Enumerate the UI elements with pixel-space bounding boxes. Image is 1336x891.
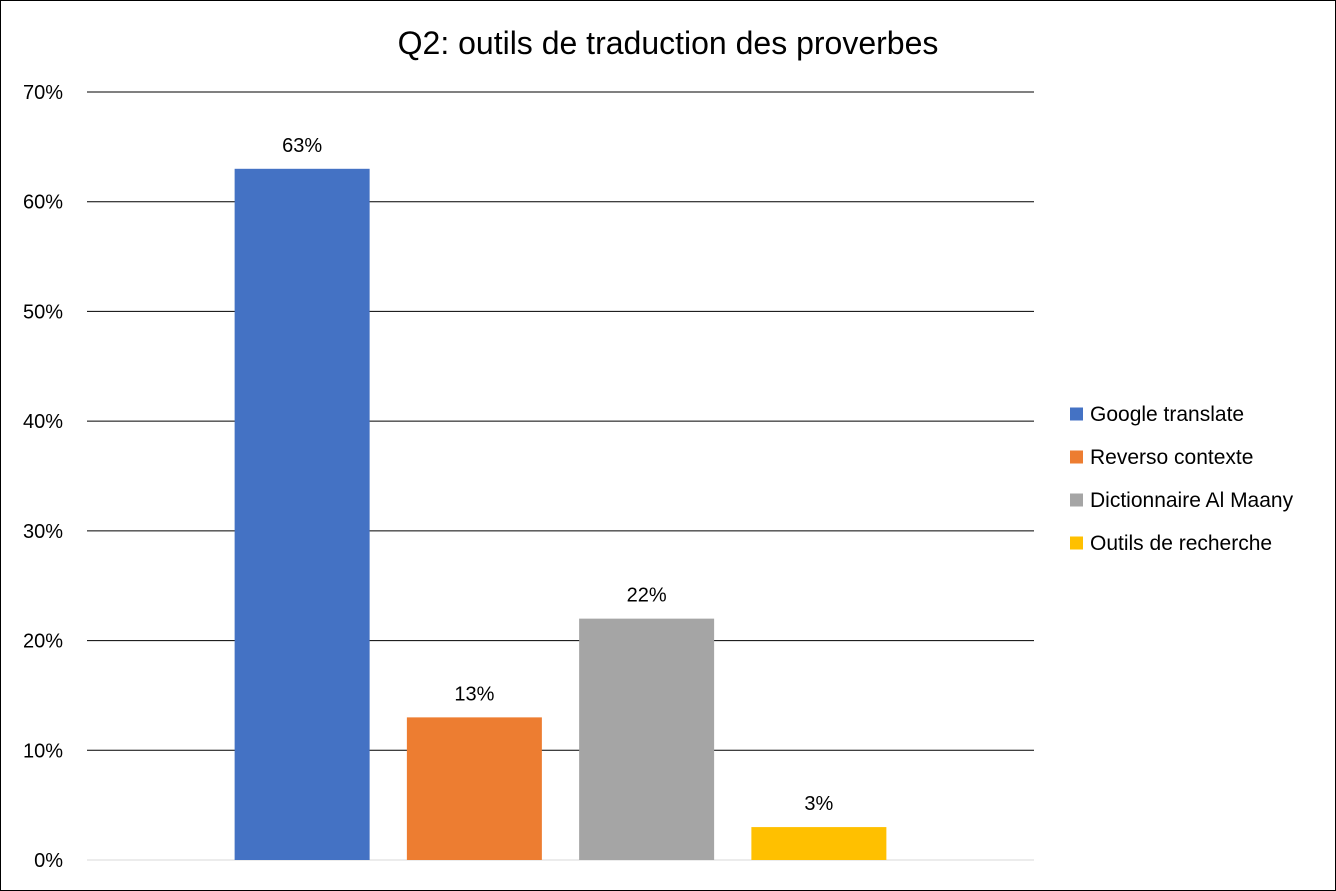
y-tick-label: 10%: [23, 740, 63, 762]
y-tick-label: 40%: [23, 411, 63, 433]
data-label: 22%: [627, 585, 667, 607]
y-tick-label: 70%: [23, 82, 63, 104]
y-tick-label: 0%: [34, 850, 63, 872]
legend-swatch: [1070, 493, 1083, 507]
bar-google-translate: [234, 168, 370, 861]
y-axis-ticks: 0% 10% 20% 30% 40% 50% 60% 70%: [23, 82, 63, 872]
bar-dictionnaire-al-maany: [579, 618, 715, 860]
data-label: 63%: [282, 135, 322, 157]
legend-label: Dictionnaire Al Maany: [1090, 489, 1294, 512]
legend-label: Outils de recherche: [1090, 532, 1272, 555]
data-labels: 63% 13% 22% 3%: [282, 135, 833, 815]
bars: [234, 168, 887, 861]
gridlines: [87, 91, 1034, 861]
y-tick-label: 30%: [23, 521, 63, 543]
legend-swatch: [1070, 450, 1083, 464]
legend-label: Reverso contexte: [1090, 446, 1253, 469]
data-label: 3%: [804, 793, 833, 815]
data-label: 13%: [454, 683, 494, 705]
y-tick-label: 20%: [23, 631, 63, 653]
legend-swatch: [1070, 407, 1083, 421]
legend-label: Google translate: [1090, 403, 1244, 426]
bar-reverso-contexte: [406, 717, 542, 860]
legend: Google translate Reverso contexte Dictionn…: [1070, 403, 1294, 555]
legend-swatch: [1070, 536, 1083, 550]
bar-outils-de-recherche: [751, 827, 887, 860]
chart-title: Q2: outils de traduction des proverbes: [398, 25, 939, 61]
y-tick-label: 50%: [23, 301, 63, 323]
y-tick-label: 60%: [23, 192, 63, 214]
